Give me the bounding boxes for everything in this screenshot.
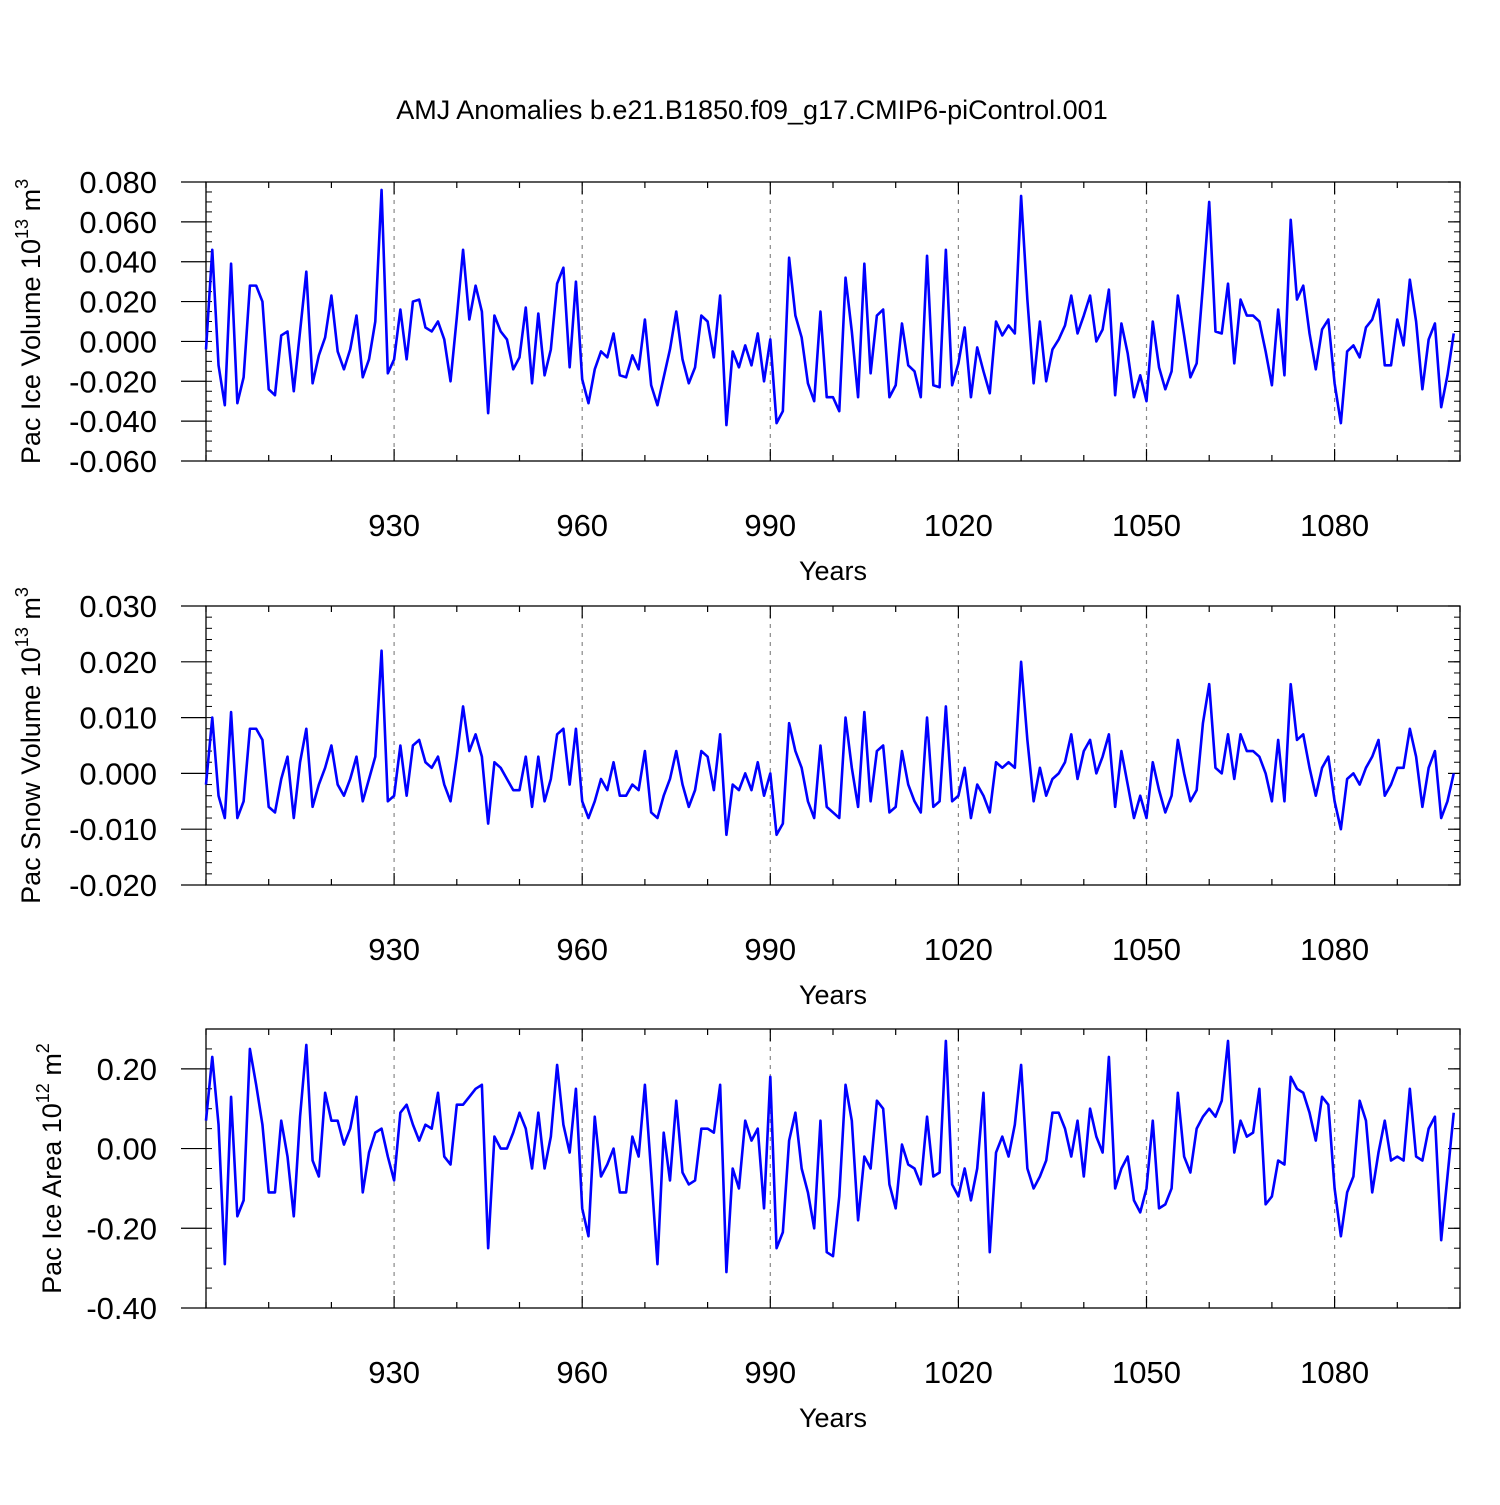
y-tick-label: -0.040	[69, 404, 157, 439]
x-tick-label: 1020	[924, 1355, 993, 1390]
x-axis-label: Years	[799, 1403, 867, 1433]
x-tick-label: 1050	[1112, 508, 1181, 543]
x-tick-label: 960	[556, 932, 608, 967]
y-tick-label: 0.010	[79, 701, 157, 736]
x-tick-label: 930	[368, 932, 420, 967]
x-tick-label: 1020	[924, 508, 993, 543]
y-tick-label: -0.20	[86, 1211, 157, 1246]
y-tick-label: 0.030	[79, 589, 157, 624]
y-tick-label: -0.40	[86, 1291, 157, 1326]
y-tick-label: 0.020	[79, 645, 157, 680]
x-tick-label: 990	[744, 508, 796, 543]
panel-ice-area: -0.40 -0.20 0.00 0.20 930 960 990 1020 1050 1080 Y…	[33, 1028, 1461, 1433]
x-tick-label: 1050	[1112, 1355, 1181, 1390]
chart-title: AMJ Anomalies b.e21.B1850.f09_g17.CMIP6-…	[396, 95, 1107, 125]
y-tick-label: -0.020	[69, 868, 157, 903]
panel-ice-volume: -0.060 -0.040 -0.020 0.000 0.020 0.040 0.060 0.…	[12, 165, 1461, 586]
x-tick-label: 1080	[1300, 1355, 1369, 1390]
x-tick-label: 960	[556, 1355, 608, 1390]
y-tick-label: -0.010	[69, 812, 157, 847]
y-tick-label: 0.00	[97, 1132, 157, 1167]
y-axis-label: Pac Ice Volume 1013 m3	[12, 179, 46, 464]
x-tick-label: 960	[556, 508, 608, 543]
x-tick-label: 1050	[1112, 932, 1181, 967]
x-axis-label: Years	[799, 556, 867, 586]
x-tick-label: 990	[744, 932, 796, 967]
y-axis-label: Pac Snow Volume 1013 m3	[12, 587, 46, 904]
x-tick-label: 1020	[924, 932, 993, 967]
y-tick-label: -0.020	[69, 364, 157, 399]
series-line-ice-area	[204, 1039, 1456, 1274]
x-tick-label: 1080	[1300, 932, 1369, 967]
y-axis-label: Pac Ice Area 1012 m2	[33, 1043, 67, 1294]
y-tick-label: 0.020	[79, 285, 157, 320]
y-tick-label: 0.000	[79, 756, 157, 791]
panel-snow-volume: -0.020 -0.010 0.000 0.010 0.020 0.030 930 960 99…	[12, 587, 1461, 1010]
series-line-snow-volume	[204, 649, 1455, 837]
chart-panels: -0.060 -0.040 -0.020 0.000 0.020 0.040 0.060 0.…	[12, 165, 1461, 1433]
y-tick-label: 0.20	[97, 1052, 157, 1087]
x-tick-label: 1080	[1300, 508, 1369, 543]
y-tick-label: 0.060	[79, 205, 157, 240]
y-tick-label: 0.040	[79, 245, 157, 280]
y-tick-label: 0.000	[79, 324, 157, 359]
y-tick-label: 0.080	[79, 165, 157, 200]
x-tick-label: 930	[368, 508, 420, 543]
x-tick-label: 930	[368, 1355, 420, 1390]
x-axis-label: Years	[799, 980, 867, 1010]
x-tick-label: 990	[744, 1355, 796, 1390]
series-line-ice-volume	[204, 188, 1456, 427]
y-tick-label: -0.060	[69, 444, 157, 479]
